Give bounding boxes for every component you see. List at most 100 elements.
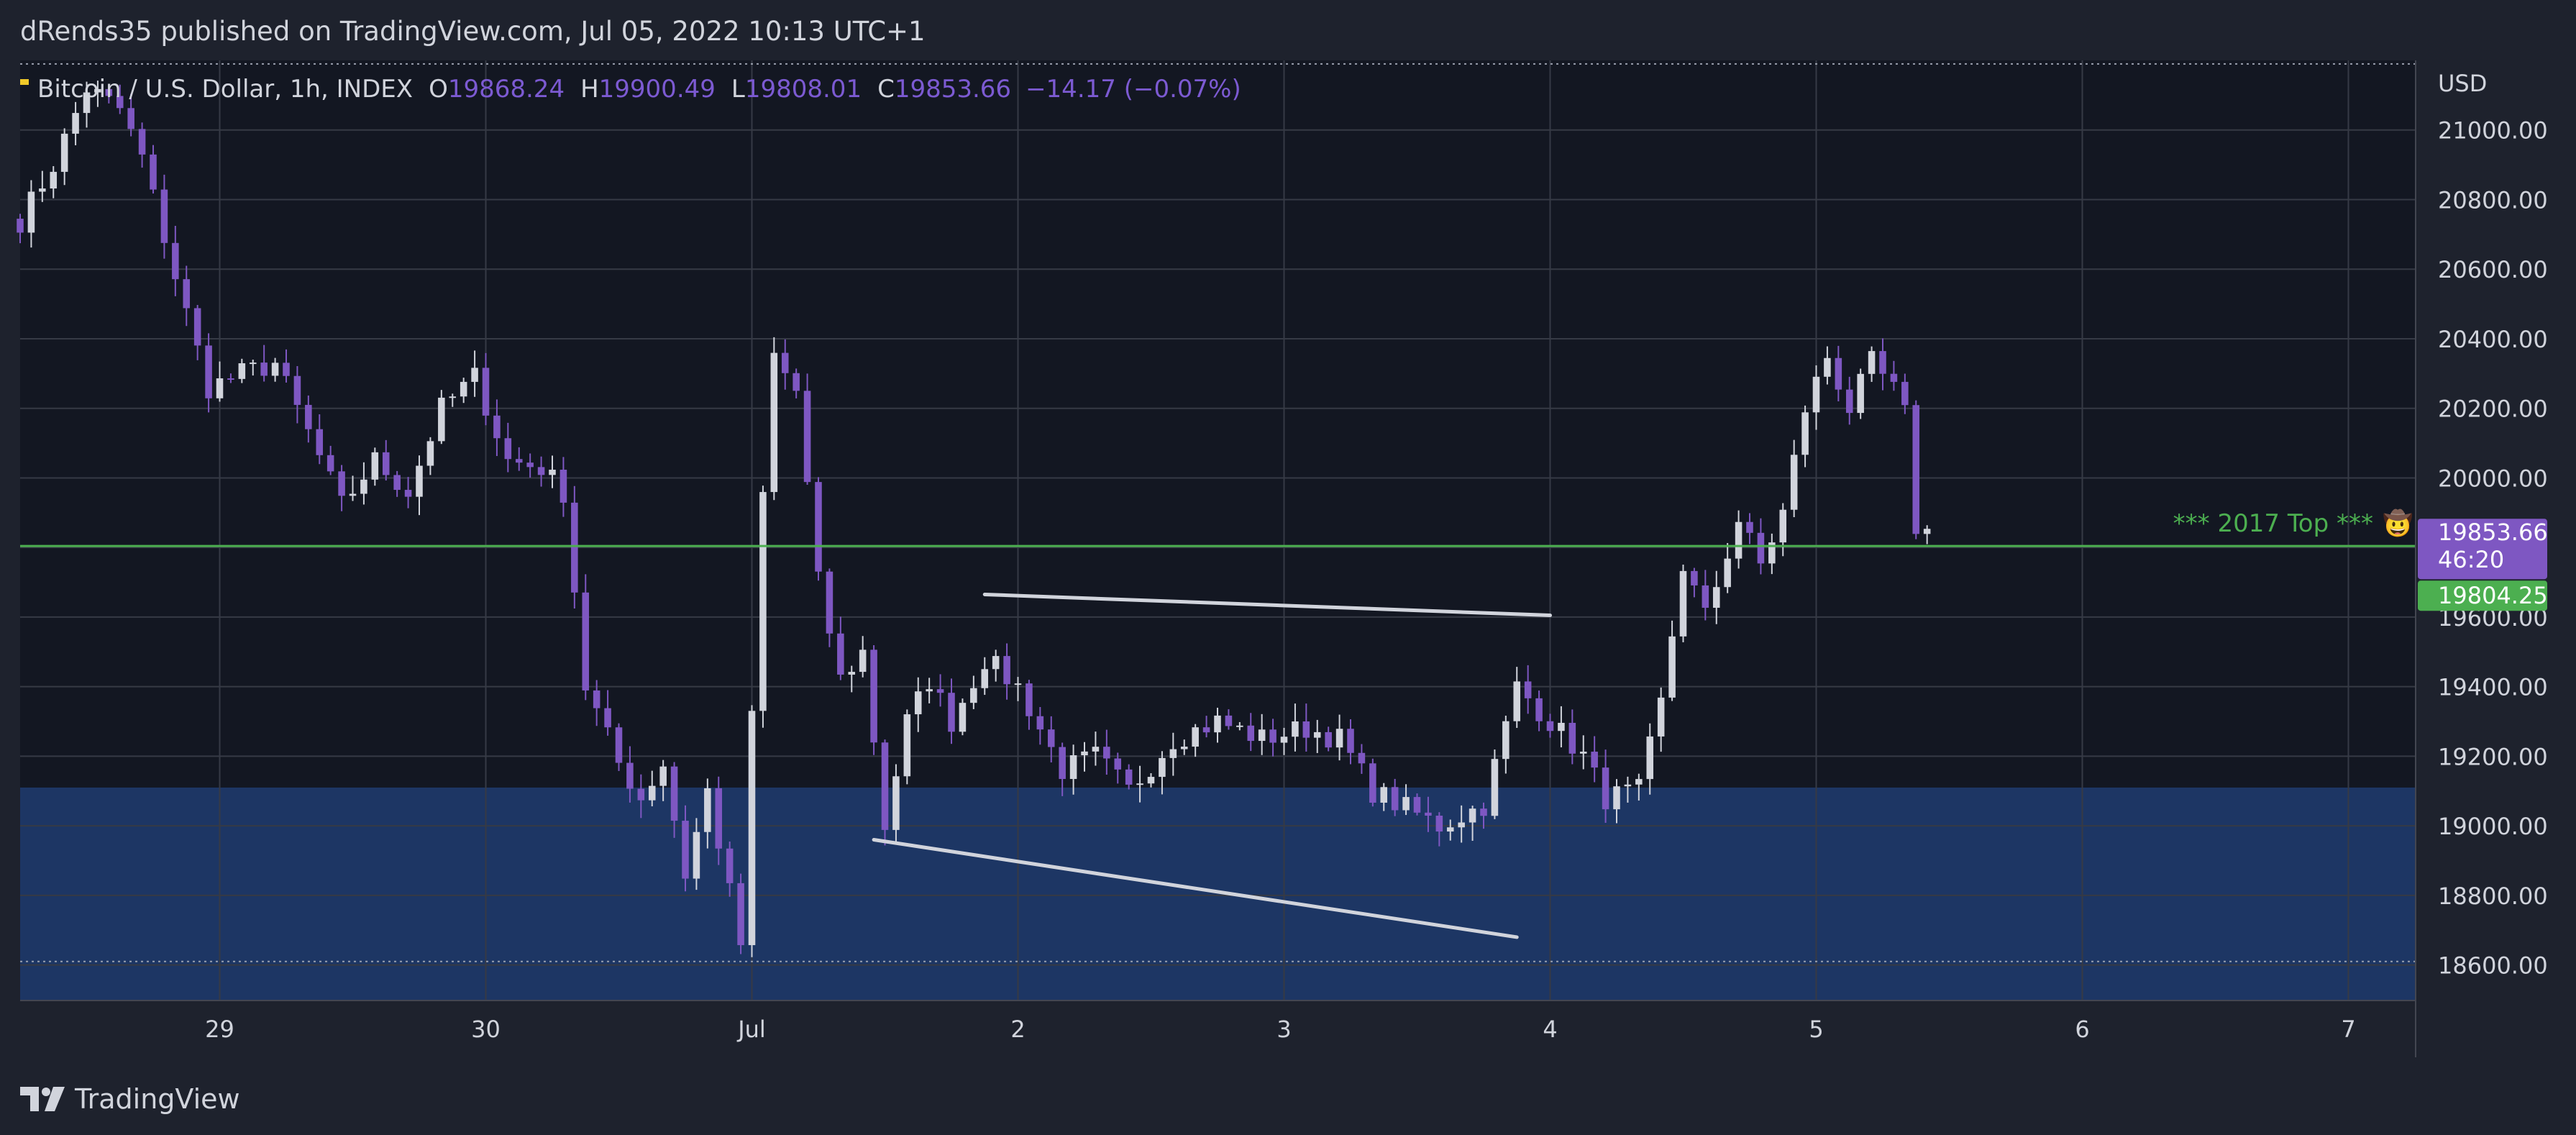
candle-up: [94, 88, 101, 93]
candle-up: [72, 113, 79, 134]
candle-up: [1812, 376, 1820, 413]
candle-down: [571, 502, 578, 593]
candle-up: [1923, 529, 1931, 534]
candle-down: [559, 470, 567, 503]
y-tick-label: 20800.00: [2438, 186, 2548, 214]
candle-down: [1269, 729, 1276, 743]
close-value: 19853.66: [894, 75, 1012, 104]
candle-down: [393, 475, 401, 491]
y-tick-label: 18800.00: [2438, 883, 2548, 910]
candle-up: [39, 188, 46, 192]
candle-down: [227, 378, 234, 380]
candle-down: [482, 368, 490, 416]
candle-down: [815, 482, 822, 572]
x-tick-label: 4: [1543, 1016, 1557, 1043]
candle-down: [1879, 351, 1886, 374]
candle-down: [1535, 698, 1543, 721]
candle-down: [948, 693, 955, 732]
candle-down: [793, 373, 800, 391]
candle-down: [781, 352, 789, 373]
candle-up: [216, 378, 224, 398]
candle-up: [1712, 587, 1720, 608]
candle-up: [460, 381, 467, 397]
candle-up: [83, 92, 91, 114]
y-axis[interactable]: 18600.00 18800.00 19000.00 19200.00 19400.00…: [2438, 117, 2548, 980]
candle-down: [1003, 656, 1010, 685]
y-tick-label: 21000.00: [2438, 117, 2548, 145]
candle-down: [1225, 715, 1233, 726]
candle-up: [1679, 570, 1687, 637]
candle-up: [1335, 729, 1343, 748]
y-tick-label: 20000.00: [2438, 465, 2548, 492]
candle-down: [537, 467, 545, 475]
candle-up: [1857, 373, 1864, 414]
candle-up: [371, 452, 379, 480]
last-price-countdown: 46:20: [2438, 546, 2504, 573]
candle-down: [116, 96, 124, 109]
candle-up: [1159, 757, 1166, 778]
high-label: H: [580, 75, 599, 104]
candle-up: [1768, 542, 1776, 564]
y-tick-label: 20600.00: [2438, 256, 2548, 283]
brand-text: TradingView: [75, 1083, 240, 1115]
dotted-levels: [20, 63, 2415, 962]
candle-down: [1746, 521, 1753, 533]
y-tick-label: 19200.00: [2438, 743, 2548, 770]
candle-up: [892, 776, 900, 830]
y-tick-label: 18600.00: [2438, 952, 2548, 980]
symbol-title: Bitcoin / U.S. Dollar, 1h, INDEX: [37, 75, 414, 104]
candle-up: [1192, 727, 1199, 747]
candle-up: [449, 396, 457, 398]
candle-down: [1524, 681, 1532, 698]
level-price-label: 19804.25: [2438, 582, 2548, 609]
candle-down: [1026, 683, 1033, 716]
candle-up: [1646, 736, 1654, 780]
cowboy-face-icon: 🤠: [2383, 509, 2413, 538]
candle-up: [27, 191, 35, 233]
candle-down: [1691, 570, 1698, 585]
candle-down: [293, 375, 301, 405]
candle-up: [1513, 681, 1521, 721]
candle-down: [404, 490, 412, 497]
trendline: [872, 837, 1519, 939]
candle-up: [1069, 755, 1077, 780]
candle-down: [515, 459, 523, 463]
x-tick-label: 5: [1809, 1016, 1823, 1043]
candle-up: [693, 831, 700, 879]
candle-down: [193, 308, 201, 346]
candle-down: [1480, 808, 1487, 816]
candle-down: [1347, 729, 1354, 753]
candle-down: [1757, 532, 1765, 564]
candle-down: [326, 455, 334, 472]
candle-down: [1047, 729, 1055, 747]
candle-up: [1657, 697, 1665, 737]
candle-up: [1136, 783, 1143, 785]
candle-up: [1735, 521, 1743, 559]
open-label: O: [429, 75, 448, 104]
candle-up: [1380, 787, 1388, 803]
candle-up: [759, 492, 767, 711]
candle-up: [1491, 759, 1499, 816]
candle-up: [848, 672, 856, 675]
candle-down: [881, 742, 889, 830]
candle-up: [1613, 786, 1620, 810]
chart-legend[interactable]: Bitcoin / U.S. Dollar, 1h, INDEX O 19868.…: [20, 72, 1241, 106]
x-axis[interactable]: 29 30 Jul 2 3 4 5 6 7: [205, 1016, 2356, 1043]
candle-down: [637, 788, 645, 801]
candle-down: [1114, 758, 1122, 770]
candle-down: [305, 404, 312, 429]
candle-up: [1258, 729, 1266, 742]
candle-up: [1081, 751, 1088, 756]
candle-down: [626, 762, 634, 789]
candle-up: [1180, 747, 1188, 749]
candle-up: [1236, 725, 1243, 727]
candle-down: [1835, 357, 1842, 390]
candle-up: [648, 785, 656, 801]
candle-up: [60, 133, 68, 172]
high-value: 19900.49: [598, 75, 716, 104]
tradingview-brand[interactable]: TradingView: [20, 1079, 240, 1119]
candle-down: [837, 633, 844, 675]
candle-down: [715, 788, 723, 849]
candle-down: [593, 690, 600, 708]
